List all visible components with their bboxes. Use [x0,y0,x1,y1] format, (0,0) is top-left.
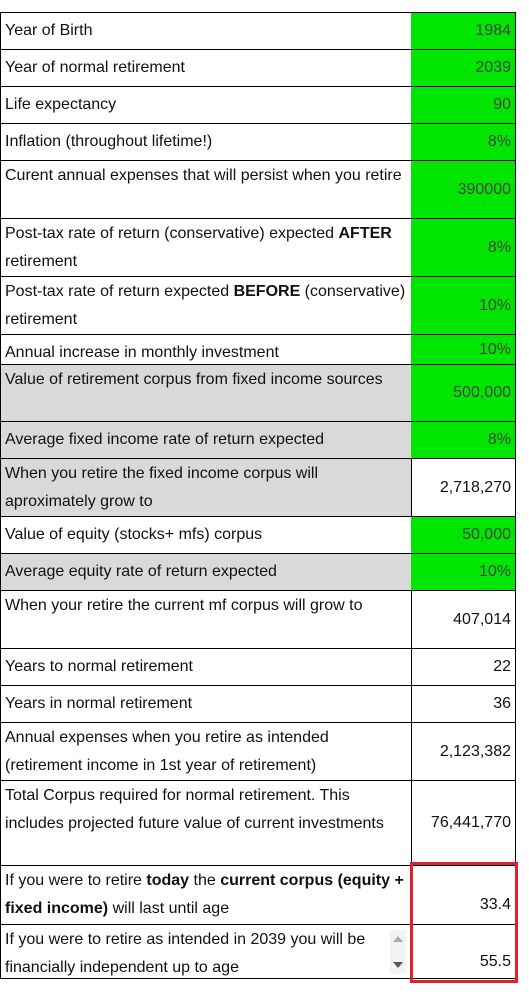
label-text: Life expectancy [5,96,117,113]
value-text: 50,000 [462,526,511,543]
label-text: Years in normal retirement [5,695,193,712]
label-cell: Years in normal retirement [0,686,412,723]
value-cell: 8% [411,422,516,459]
label-text: Annual expenses when you retire as inten… [5,729,329,774]
label-part: AFTER [338,225,392,242]
label-part: (conservative) retirement [5,283,406,328]
label-text: Curent annual expenses that will persist… [5,167,402,184]
label-part: current corpus (equity + fixed income) [5,872,404,917]
label-text: Value of retirement corpus from fixed in… [5,371,383,388]
value-text: 407,014 [453,610,511,628]
label-cell: Annual expenses when you retire as inten… [0,723,412,781]
value-cell: 22 [411,649,516,686]
value-cell: 36 [411,686,516,723]
label-part: Post-tax rate of return expected [5,283,234,300]
value-text: 10% [478,563,511,580]
label-text: Value of equity (stocks+ mfs) corpus [5,526,263,543]
value-cell: 2,718,270 [411,459,516,517]
value-cell: 8% [411,219,516,277]
value-text: 1984 [475,22,511,39]
label-text: Post-tax rate of return (conservative) e… [5,219,407,276]
value-text: 33.4 [479,896,511,913]
label-cell: When you retire the fixed income corpus … [0,459,412,517]
value-text: 2039 [475,59,511,76]
label-text: When your retire the current mf corpus w… [5,597,363,614]
value-cell: 8% [411,124,516,161]
label-cell: Year of Birth [0,12,412,50]
label-cell: Total Corpus required for normal retirem… [0,781,412,866]
label-cell: Post-tax rate of return (conservative) e… [0,219,412,277]
label-text: Total Corpus required for normal retirem… [5,787,384,832]
label-cell: Year of normal retirement [0,50,412,87]
label-cell: Value of retirement corpus from fixed in… [0,365,412,422]
label-part: today [146,872,190,889]
value-text: 55.5 [479,952,511,970]
label-text: When you retire the fixed income corpus … [5,465,319,510]
value-cell: 10% [411,554,516,591]
value-text: 390000 [457,180,511,198]
label-cell: Post-tax rate of return expected BEFORE … [0,277,412,335]
value-text: 500,000 [453,384,511,401]
highlight-box [410,862,518,983]
label-text: Post-tax rate of return expected BEFORE … [5,277,407,334]
value-cell: 76,441,770 [411,781,516,866]
value-cell: 2039 [411,50,516,87]
value-cell: 50,000 [411,517,516,554]
value-cell: 500,000 [411,365,516,422]
value-cell: 10% [411,335,516,365]
value-text: 90 [493,96,511,113]
label-cell: Inflation (throughout lifetime!) [0,124,412,161]
label-text: If you were to retire today the current … [5,866,407,923]
label-part: the [189,872,221,889]
value-text: 76,441,770 [430,814,511,831]
value-cell: 407,014 [411,591,516,649]
label-text: Year of normal retirement [5,59,185,76]
value-cell: 10% [411,277,516,335]
label-cell: Life expectancy [0,87,412,124]
value-text: 2,718,270 [439,478,511,496]
label-part: Post-tax rate of return (conservative) e… [5,225,339,242]
label-text: Years to normal retirement [5,658,193,675]
label-cell: Years to normal retirement [0,649,412,686]
label-cell: Curent annual expenses that will persist… [0,161,412,219]
value-cell: 2,123,382 [411,723,516,781]
label-part: BEFORE [233,283,301,300]
label-text: Inflation (throughout lifetime!) [5,133,213,150]
value-cell: 1984 [411,12,516,50]
label-cell: When your retire the current mf corpus w… [0,591,412,649]
label-cell: If you were to retire as intended in 203… [0,925,412,979]
label-cell: Value of equity (stocks+ mfs) corpus [0,517,412,554]
label-text: If you were to retire as intended in 203… [5,931,366,976]
label-text: Average equity rate of return expected [5,563,277,580]
label-part: will last until age [108,900,230,917]
value-text: 22 [493,658,511,675]
value-cell: 390000 [411,161,516,219]
value-text: 8% [487,238,511,256]
value-text: 10% [478,296,511,314]
value-text: 2,123,382 [439,742,511,760]
label-part: If you were to retire [5,872,147,889]
value-text: 8% [487,431,511,448]
label-part: retirement [5,253,78,270]
value-text: 10% [478,340,511,358]
label-cell: Average fixed income rate of return expe… [0,422,412,459]
label-text: Year of Birth [5,22,93,39]
label-text: Annual increase in monthly investment [5,344,279,361]
label-cell: If you were to retire today the current … [0,866,412,925]
value-cell: 90 [411,87,516,124]
value-text: 8% [487,133,511,150]
value-text: 36 [493,695,511,712]
scroll-arrows [390,930,406,974]
label-text: Average fixed income rate of return expe… [5,431,324,448]
label-cell: Average equity rate of return expected [0,554,412,591]
label-cell: Annual increase in monthly investment [0,335,412,365]
